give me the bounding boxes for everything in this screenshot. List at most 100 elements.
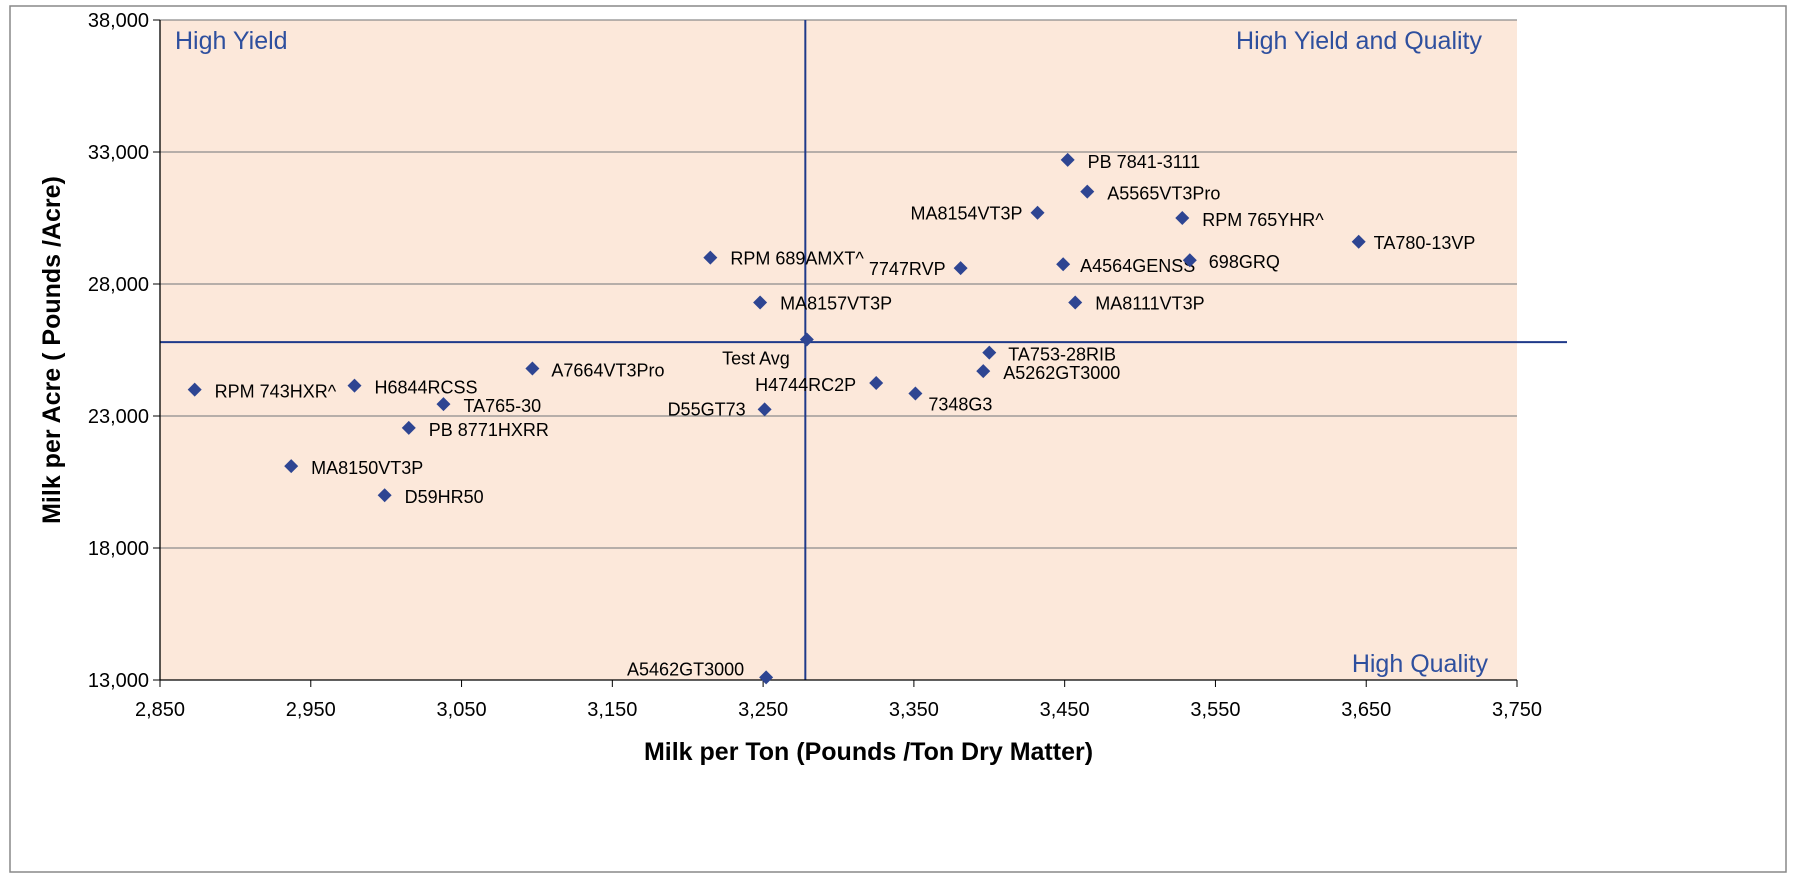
point-label: 7348G3 [928,395,992,415]
quadrant-label-high-yield-and-quality: High Yield and Quality [1236,27,1482,55]
y-tick-label: 33,000 [88,142,149,164]
quadrant-label-high-yield: High Yield [175,27,288,55]
point-label: Test Avg [722,348,790,368]
point-label: TA765-30 [463,396,541,416]
plot-area [160,20,1517,680]
data-point: D55GT73 [668,399,772,419]
point-marker [908,386,923,401]
point-marker [1182,253,1197,268]
y-tick-label: 13,000 [88,670,149,692]
point-label: 7747RVP [869,259,946,279]
data-point: H4744RC2P [755,375,884,395]
data-point: MA8157VT3P [753,293,892,313]
quadrant-labels: High Yield High Yield and Quality High Q… [175,27,1488,678]
point-label: TA780-13VP [1374,233,1476,253]
data-points: PB 7841-3111 A5565VT3Pro MA8154VT3P RPM 765… [187,152,1476,685]
x-axis-title: Milk per Ton (Pounds /Ton Dry Matter) [644,738,1093,766]
point-label: D59HR50 [405,487,484,507]
data-point: RPM 743HXR^ [187,382,337,402]
point-marker [753,295,768,310]
point-marker [1030,205,1045,220]
point-marker [976,364,991,379]
point-marker [284,459,299,474]
point-label: 698GRQ [1209,252,1280,272]
data-point: D59HR50 [377,487,484,507]
x-tick-label: 3,150 [587,699,637,721]
point-label: H6844RCSS [375,378,478,398]
point-marker [401,420,416,435]
data-point: 698GRQ [1182,252,1280,272]
point-label: D55GT73 [668,399,746,419]
y-tick-label: 28,000 [88,274,149,296]
data-point: RPM 765YHR^ [1175,210,1324,230]
point-marker [982,345,997,360]
axes [153,19,1518,687]
data-point: PB 8771HXRR [401,420,549,440]
quadrant-label-high-quality: High Quality [1352,650,1489,678]
data-point: A5262GT3000 [976,363,1120,383]
point-marker [436,397,451,412]
point-marker [525,361,540,376]
point-marker [187,382,202,397]
point-label: PB 7841-3111 [1088,152,1200,172]
point-label: A5262GT3000 [1003,363,1120,383]
point-marker [953,261,968,276]
point-label: MA8157VT3P [780,293,892,313]
point-label: MA8154VT3P [910,204,1022,224]
point-marker [703,250,718,265]
data-point: PB 7841-3111 [1060,152,1200,172]
point-label: A5565VT3Pro [1107,184,1220,204]
data-point: 7747RVP [869,259,968,279]
point-marker [799,332,814,347]
x-tick-label: 3,350 [889,699,939,721]
data-point: MA8154VT3P [910,204,1045,224]
data-point: A7664VT3Pro [525,360,664,380]
data-point: Test Avg [722,332,814,368]
point-marker [757,402,772,417]
point-marker [1080,184,1095,199]
point-label: TA753-28RIB [1008,345,1116,365]
x-tick-label: 2,950 [286,699,336,721]
data-point: A4564GENSS [1056,256,1195,276]
x-tick-label: 3,750 [1492,699,1542,721]
y-axis-title: Milk per Acre ( Pounds /Acre) [38,176,66,524]
point-marker [1175,211,1190,225]
data-point: A5565VT3Pro [1080,184,1220,204]
data-point: MA8111VT3P [1068,293,1205,313]
x-tick-label: 3,450 [1040,699,1090,721]
point-label: H4744RC2P [755,375,856,395]
data-point: TA765-30 [436,396,541,416]
point-marker [1060,152,1075,167]
point-label: MA8111VT3P [1095,293,1204,313]
x-tick-label: 3,650 [1341,699,1391,721]
point-marker [869,376,884,390]
reference-lines [160,20,1567,680]
gridlines [160,19,1517,549]
point-marker [1351,234,1366,249]
x-tick-label: 3,050 [437,699,487,721]
data-point: 7348G3 [908,386,992,415]
data-point: TA753-28RIB [982,345,1116,365]
data-point: RPM 689AMXT^ [703,249,864,269]
x-tick-label: 2,850 [135,699,185,721]
point-marker [377,488,392,503]
point-label: MA8150VT3P [311,458,423,478]
point-label: RPM 765YHR^ [1202,210,1324,230]
point-label: A4564GENSS [1080,256,1195,276]
x-tick-label: 3,550 [1190,699,1240,721]
point-label: PB 8771HXRR [429,420,549,440]
y-tick-label: 23,000 [88,406,149,428]
point-label: A7664VT3Pro [551,360,664,380]
point-marker [1068,295,1083,310]
data-point: A5462GT3000 [627,659,774,685]
point-marker [347,378,362,393]
point-marker [1056,257,1071,272]
x-tick-label: 3,250 [738,699,788,721]
point-label: RPM 689AMXT^ [730,249,864,269]
y-tick-label: 18,000 [88,538,149,560]
data-point: MA8150VT3P [284,458,423,478]
point-marker [759,670,774,685]
point-label: RPM 743HXR^ [215,382,337,402]
